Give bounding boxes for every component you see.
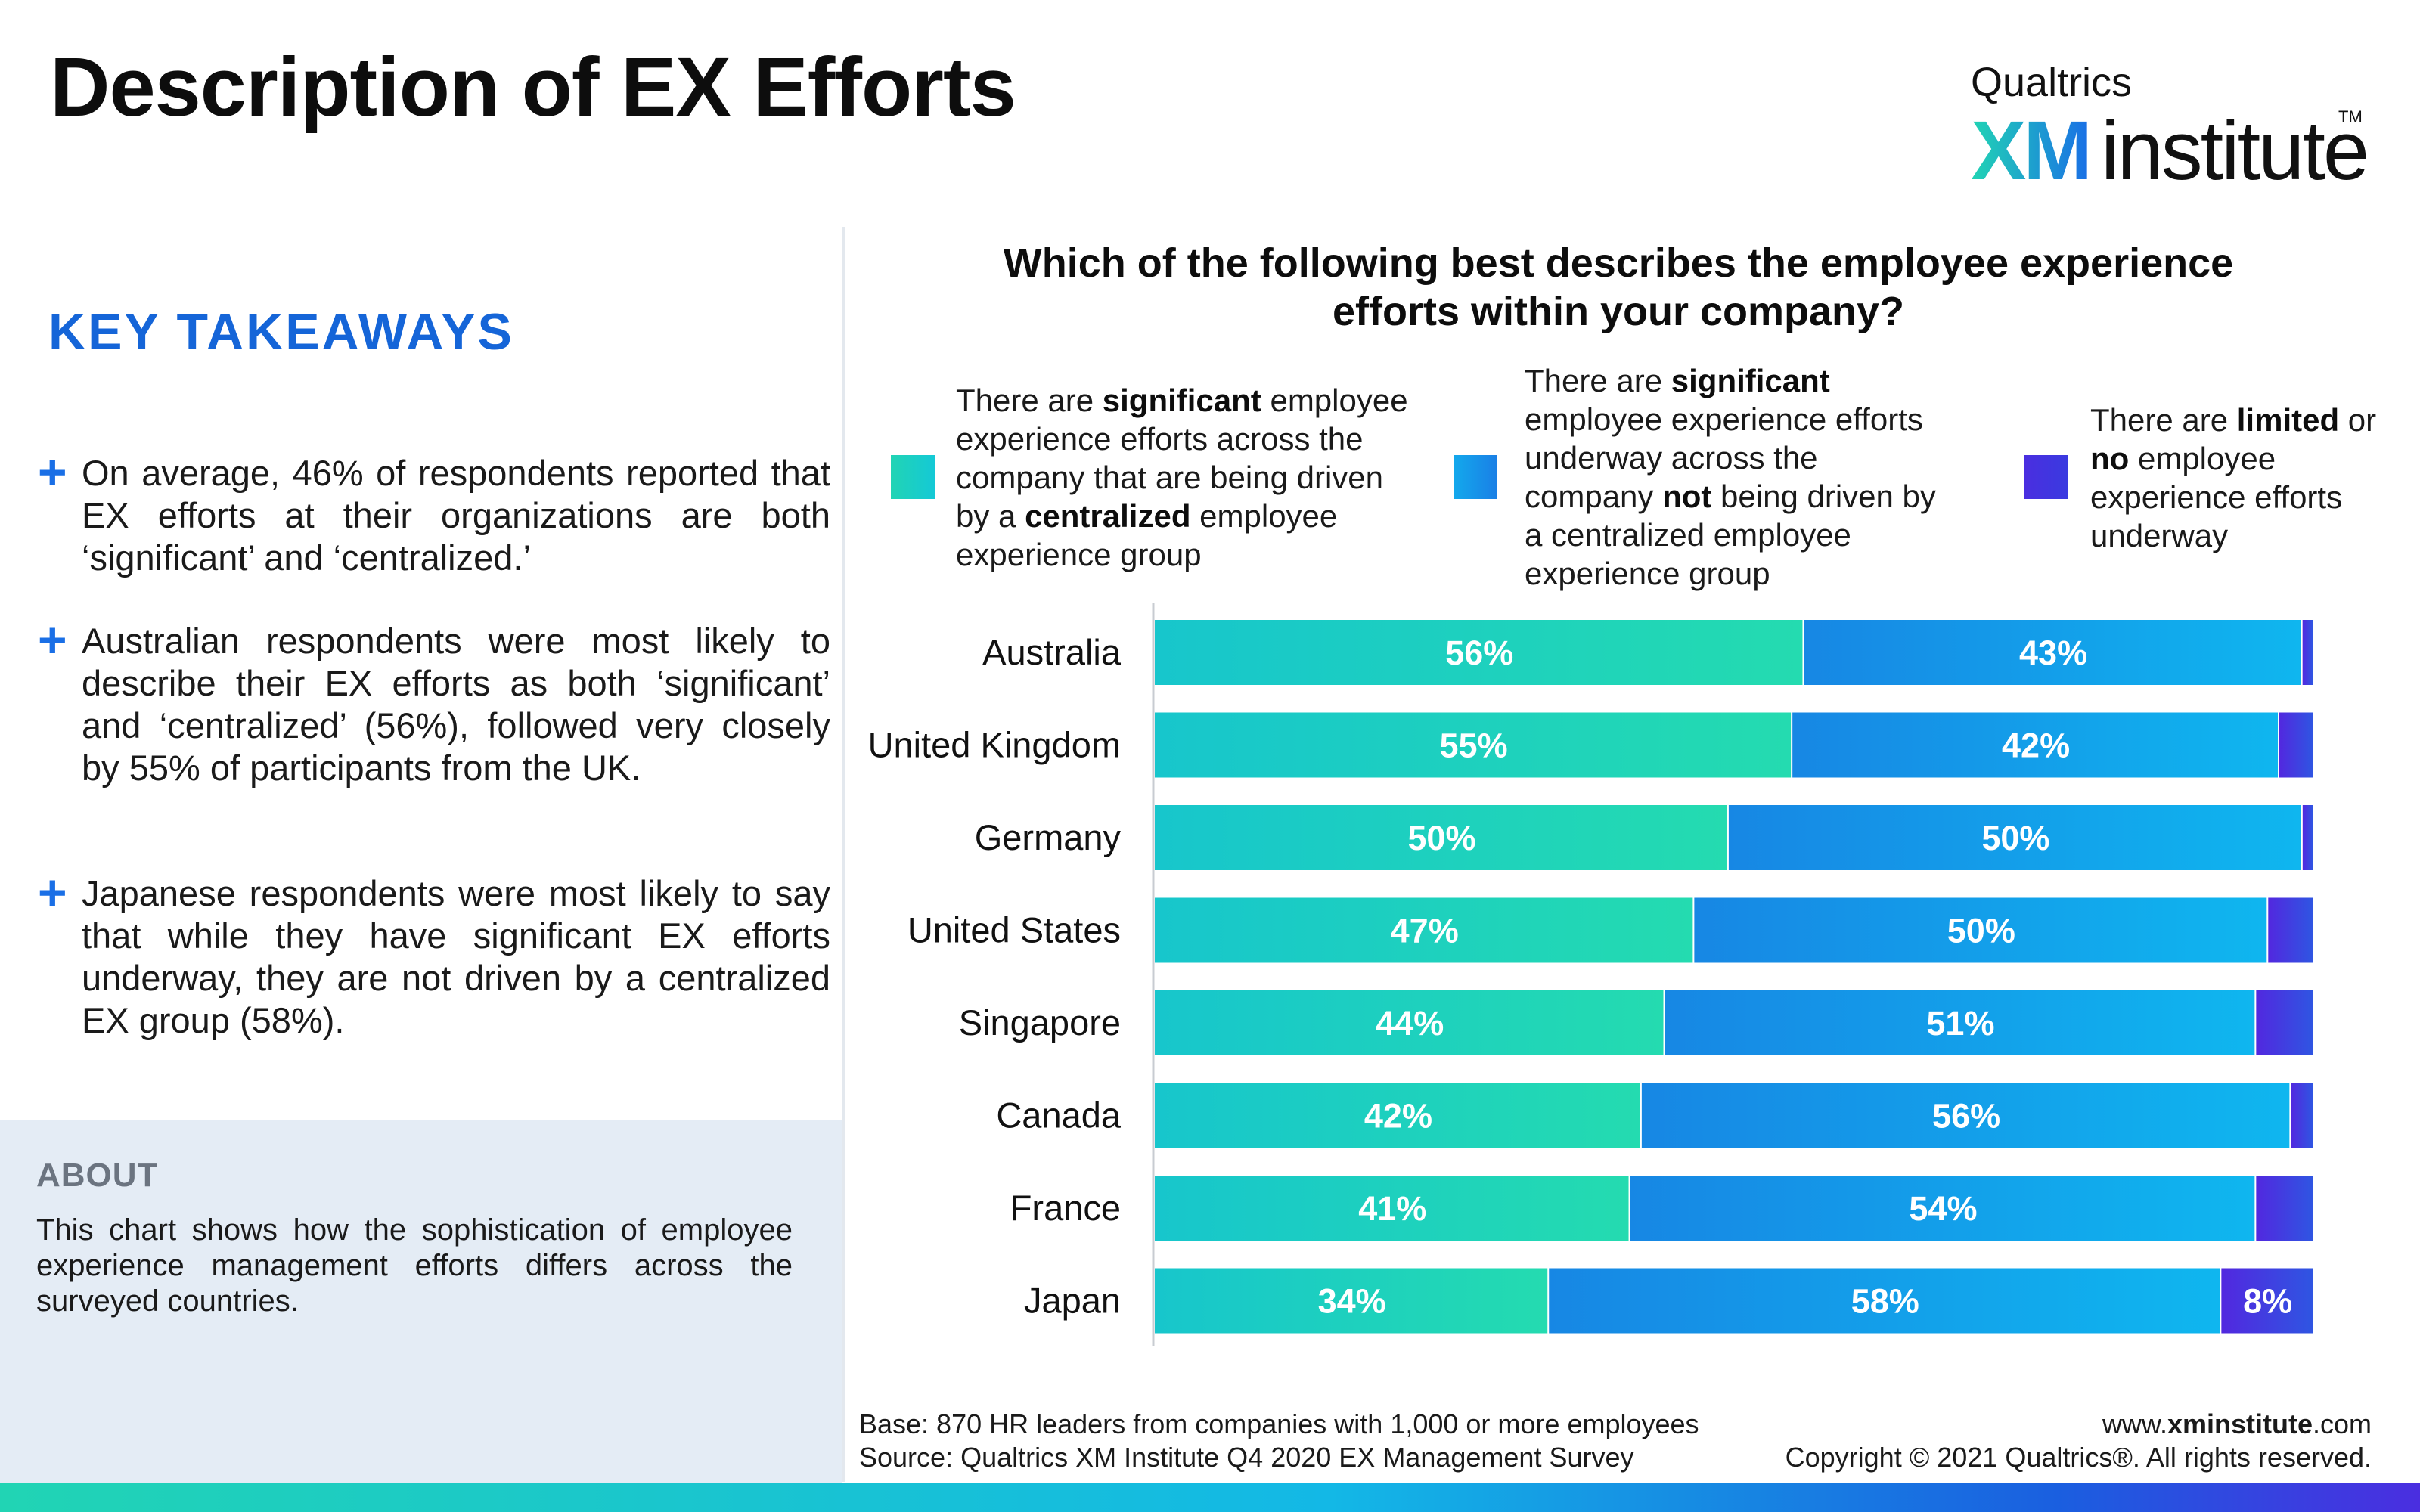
bar-segment [1694,897,2267,963]
logo-institute-text: institute [2101,104,2369,197]
bar-segment [1792,712,2279,778]
data-label: 41% [1358,1189,1426,1228]
bar-segment [1630,1176,2255,1241]
bar-segment [1665,990,2255,1055]
bar-segment [1155,897,1693,963]
category-label: United Kingdom [868,725,1121,765]
legend-swatch [1454,455,1497,499]
legend-label: There are limited or no employee experie… [2090,402,2377,553]
bar-segment [2302,620,2313,685]
data-label: 34% [1318,1282,1386,1321]
bar-segment [1155,1268,1548,1334]
bar-segment [1641,1083,2290,1148]
data-label: 50% [1981,819,2049,857]
data-label: 42% [1364,1097,1432,1136]
footer-source: Base: 870 HR leaders from companies with… [859,1408,1699,1474]
data-label: 43% [2019,634,2087,672]
bar-segment [2221,1268,2313,1334]
bar-segment [2279,712,2313,778]
footer-source-text: Source: Qualtrics XM Institute Q4 2020 E… [859,1442,1634,1473]
about-box: ABOUT This chart shows how the sophistic… [0,1120,842,1483]
category-label: Japan [1024,1281,1121,1321]
bottom-gradient-bar [0,1483,2420,1512]
legend-swatch [2024,455,2068,499]
bar-segment [1155,990,1664,1055]
about-heading: ABOUT [36,1157,159,1194]
plus-icon: + [38,612,67,668]
category-label: France [1010,1188,1121,1228]
data-label: 50% [1947,912,2015,950]
data-label: 47% [1391,912,1459,950]
key-takeaways-heading: KEY TAKEAWAYS [48,303,514,361]
bar-segment [1155,620,1803,685]
plus-icon: + [38,864,67,920]
takeaway-text: Japanese respondents were most likely to… [82,873,830,1040]
category-label: Australia [982,632,1122,672]
data-label: 51% [1926,1004,1994,1043]
data-label: 50% [1407,819,1475,857]
takeaway-text: Australian respondents were most likely … [82,621,830,788]
bar-segment [1549,1268,2220,1334]
data-label: 42% [2002,727,2070,765]
bar-segment [2302,805,2313,870]
data-label: 44% [1376,1004,1444,1043]
bar-segment [1155,1083,1640,1148]
data-label: 58% [1851,1282,1919,1321]
bar-segment [2256,990,2313,1055]
takeaway-text: On average, 46% of respondents reported … [82,453,830,578]
data-label: 56% [1445,634,1513,672]
category-label: Canada [996,1095,1121,1136]
logo-trademark: TM [2338,107,2363,126]
legend-label: There are significant employee experienc… [1525,363,1936,591]
category-label: United States [908,910,1121,950]
bar-segment [1155,712,1792,778]
vertical-divider [842,227,845,1482]
data-label: 8% [2243,1282,2292,1321]
logo-xm-text: XM [1971,104,2093,197]
bar-segment [2256,1176,2313,1241]
legend-label: There are significant employee experienc… [956,383,1408,572]
bar-segment [1804,620,2301,685]
bar-segment [1728,805,2301,870]
bar-segment [1155,1176,1629,1241]
logo-qualtrics-text: Qualtrics [1971,60,2133,105]
bar-segment [2291,1083,2313,1148]
chart-title: Which of the following best describes th… [1003,240,2234,334]
data-label: 56% [1932,1097,2000,1136]
category-label: Germany [975,817,1122,857]
data-label: 55% [1440,727,1508,765]
footer-base-text: Base: 870 HR leaders from companies with… [859,1408,1699,1439]
plus-icon: + [38,444,67,500]
qualtrics-xm-institute-logo: Qualtrics XM institute TM [1971,59,2369,197]
page-title: Description of EX Efforts [50,41,1016,134]
footer-copyright-text: Copyright © 2021 Qualtrics®. All rights … [1785,1442,2372,1473]
footer-copyright: www.xminstitute.com Copyright © 2021 Qua… [1786,1408,2372,1474]
bar-segment [1155,805,1727,870]
footer-url[interactable]: www.xminstitute.com [2102,1408,2372,1439]
about-text: This chart shows how the sophistication … [36,1213,793,1318]
bar-segment [2268,897,2313,963]
legend-swatch [891,455,935,499]
data-label: 54% [1909,1189,1977,1228]
category-label: Singapore [959,1002,1121,1043]
